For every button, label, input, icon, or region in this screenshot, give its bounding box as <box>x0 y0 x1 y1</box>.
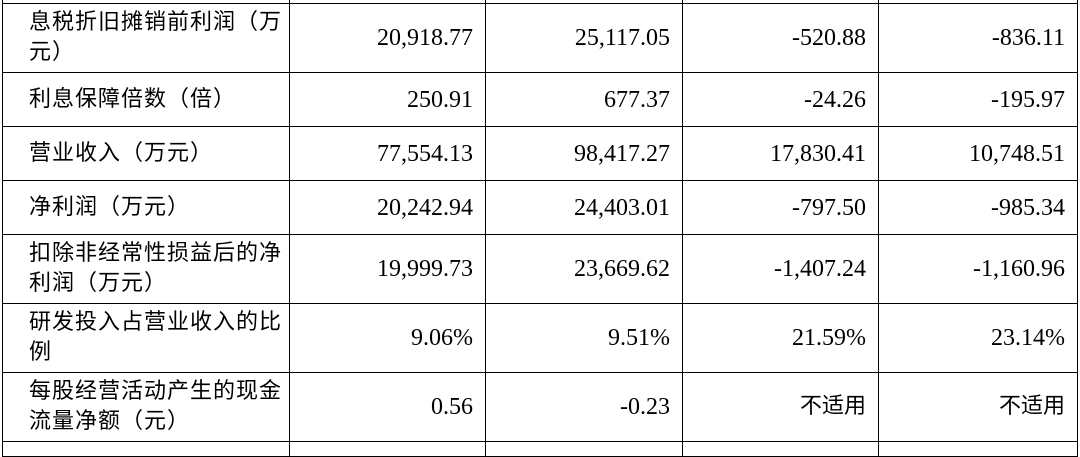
table-cell: 677.37 <box>485 72 683 127</box>
table-cell: -797.50 <box>682 180 879 235</box>
table-row: 营业收入（万元） 77,554.13 98,417.27 17,830.41 1… <box>2 126 1078 181</box>
table-cell: 98,417.27 <box>485 126 683 181</box>
row-label: 扣除非经常性损益后的净利润（万元） <box>2 234 290 304</box>
table-cell: 250.91 <box>289 72 486 127</box>
table-cell: 20,242.94 <box>289 180 486 235</box>
table-cell: -985.34 <box>878 180 1078 235</box>
table-cell: -1,160.96 <box>878 234 1078 304</box>
table-row-cut-bottom <box>2 441 1078 457</box>
table-cell: 21.59% <box>682 303 879 373</box>
table-cell: -1,407.24 <box>682 234 879 304</box>
table-cell: 9.06% <box>289 303 486 373</box>
table-cell: -836.11 <box>878 3 1078 73</box>
row-label: 利息保障倍数（倍） <box>2 72 290 127</box>
table-row: 息税折旧摊销前利润（万元） 20,918.77 25,117.05 -520.8… <box>2 3 1078 73</box>
table-cell: 不适用 <box>682 372 879 442</box>
table-cell: -520.88 <box>682 3 879 73</box>
table-cell: 10,748.51 <box>878 126 1078 181</box>
table-cell: 0.56 <box>289 372 486 442</box>
table-cell: 23,669.62 <box>485 234 683 304</box>
row-label: 息税折旧摊销前利润（万元） <box>2 3 290 73</box>
table-cell: 9.51% <box>485 303 683 373</box>
table-row: 净利润（万元） 20,242.94 24,403.01 -797.50 -985… <box>2 180 1078 235</box>
table-cell: 17,830.41 <box>682 126 879 181</box>
row-label: 研发投入占营业收入的比例 <box>2 303 290 373</box>
table-cell: 24,403.01 <box>485 180 683 235</box>
table-row: 利息保障倍数（倍） 250.91 677.37 -24.26 -195.97 <box>2 72 1078 127</box>
table-row: 研发投入占营业收入的比例 9.06% 9.51% 21.59% 23.14% <box>2 303 1078 373</box>
row-label: 营业收入（万元） <box>2 126 290 181</box>
table-cell: 25,117.05 <box>485 3 683 73</box>
table-cell: 77,554.13 <box>289 126 486 181</box>
row-label: 净利润（万元） <box>2 180 290 235</box>
table-cell: 不适用 <box>878 372 1078 442</box>
table-cell: -24.26 <box>682 72 879 127</box>
table-row: 每股经营活动产生的现金流量净额（元） 0.56 -0.23 不适用 不适用 <box>2 372 1078 442</box>
table-cell: -0.23 <box>485 372 683 442</box>
table-cell: 20,918.77 <box>289 3 486 73</box>
table-row: 扣除非经常性损益后的净利润（万元） 19,999.73 23,669.62 -1… <box>2 234 1078 304</box>
row-label: 每股经营活动产生的现金流量净额（元） <box>2 372 290 442</box>
table-cell: 23.14% <box>878 303 1078 373</box>
table-cell: -195.97 <box>878 72 1078 127</box>
table-cell: 19,999.73 <box>289 234 486 304</box>
